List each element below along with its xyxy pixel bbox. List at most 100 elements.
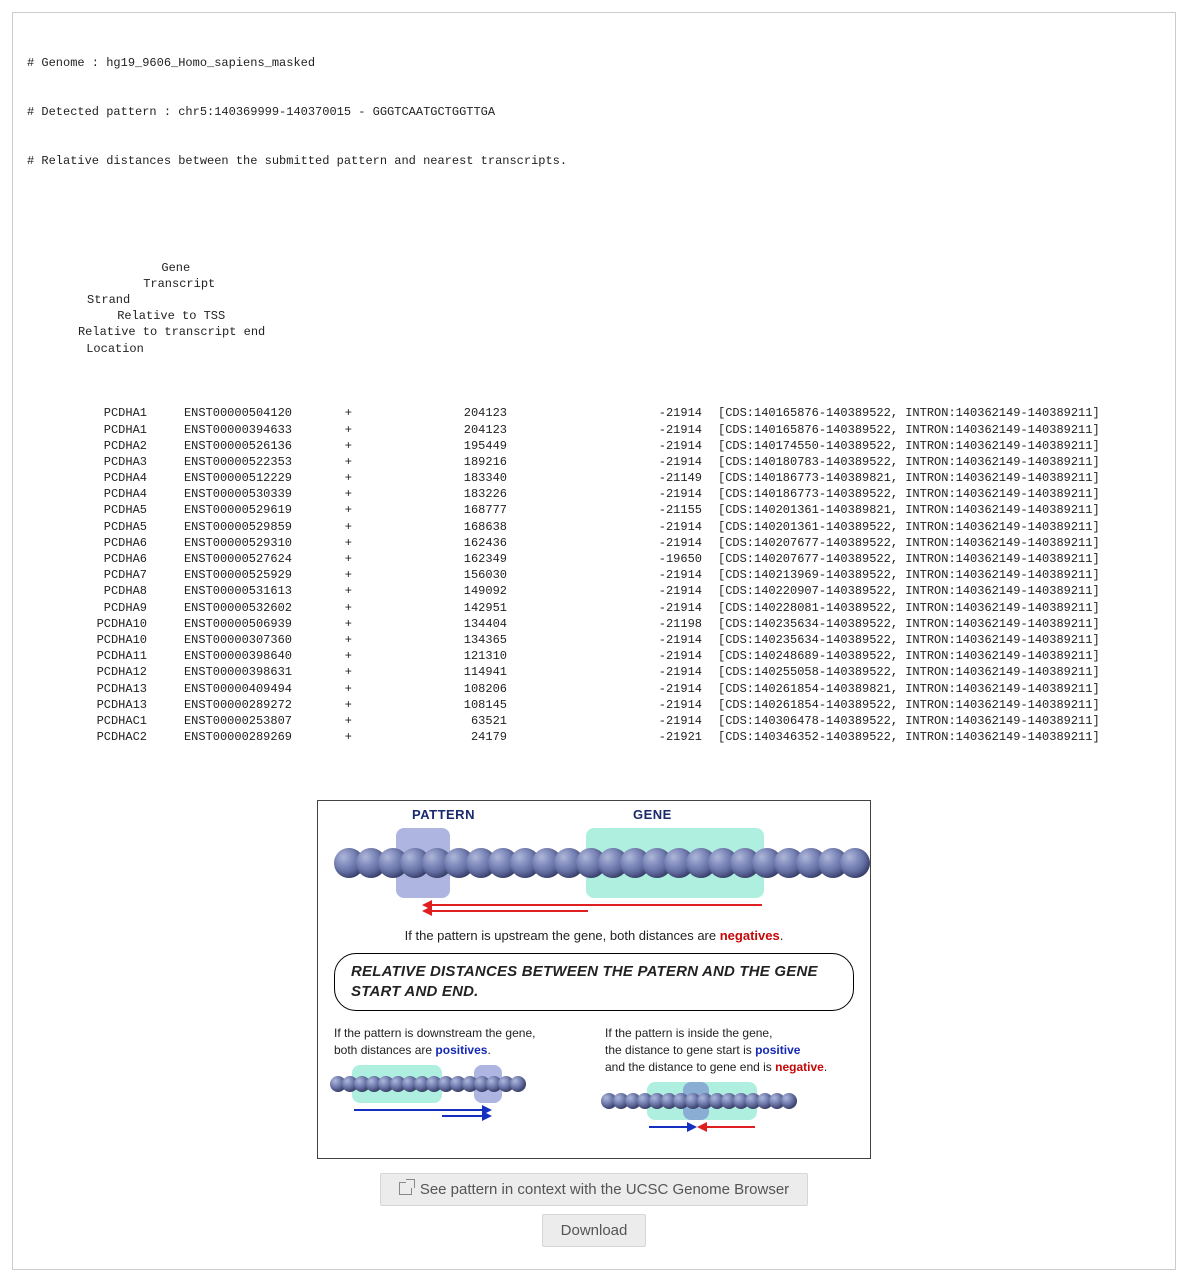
- cell-gene: PCDHA9: [27, 600, 147, 616]
- table-row: PCDHA13ENST00000409494+108206-21914[CDS:…: [27, 681, 1161, 697]
- two-col-section: If the pattern is downstream the gene, b…: [334, 1025, 854, 1143]
- cell-location: [CDS:140180783-140389522, INTRON:1403621…: [702, 454, 1100, 470]
- cell-strand: +: [292, 551, 352, 567]
- cell-transcript: ENST00000409494: [147, 681, 292, 697]
- cell-strand: +: [292, 664, 352, 680]
- table-row: PCDHAC1ENST00000253807+63521-21914[CDS:1…: [27, 713, 1161, 729]
- table-row: PCDHA4ENST00000512229+183340-21149[CDS:1…: [27, 470, 1161, 486]
- cell-tss: 142951: [352, 600, 507, 616]
- table-row: PCDHA9ENST00000532602+142951-21914[CDS:1…: [27, 600, 1161, 616]
- arrow-red-short: [430, 910, 588, 912]
- table-row: PCDHA13ENST00000289272+108145-21914[CDS:…: [27, 697, 1161, 713]
- cell-transcript: ENST00000504120: [147, 405, 292, 421]
- cell-tss: 195449: [352, 438, 507, 454]
- table-row: PCDHA10ENST00000307360+134365-21914[CDS:…: [27, 632, 1161, 648]
- pattern-line: # Detected pattern : chr5:140369999-1403…: [27, 104, 1161, 120]
- cell-end: -21914: [507, 519, 702, 535]
- arrow-blue-down-1: [354, 1109, 484, 1111]
- cell-strand: +: [292, 567, 352, 583]
- positive-word: positive: [755, 1043, 800, 1057]
- upstream-arrows: [334, 902, 854, 920]
- cell-gene: PCDHA1: [27, 405, 147, 421]
- cell-strand: +: [292, 681, 352, 697]
- col-tss: Relative to TSS: [70, 308, 225, 324]
- cell-strand: +: [292, 438, 352, 454]
- inside-block: If the pattern is inside the gene, the d…: [605, 1025, 854, 1143]
- cell-end: -21149: [507, 470, 702, 486]
- cell-transcript: ENST00000529859: [147, 519, 292, 535]
- cell-gene: PCDHA1: [27, 422, 147, 438]
- table-row: PCDHA5ENST00000529859+168638-21914[CDS:1…: [27, 519, 1161, 535]
- cell-gene: PCDHAC2: [27, 729, 147, 745]
- col-location: Location: [70, 341, 144, 357]
- cell-gene: PCDHA10: [27, 616, 147, 632]
- cell-transcript: ENST00000532602: [147, 600, 292, 616]
- cell-tss: 183226: [352, 486, 507, 502]
- pattern-label: PATTERN: [412, 807, 475, 822]
- table-row: PCDHA6ENST00000527624+162349-19650[CDS:1…: [27, 551, 1161, 567]
- gene-label: GENE: [633, 807, 672, 822]
- table-row: PCDHA12ENST00000398631+114941-21914[CDS:…: [27, 664, 1161, 680]
- chromatin-bead: [510, 1076, 526, 1092]
- cell-end: -21914: [507, 681, 702, 697]
- downstream-arrows: [334, 1105, 583, 1119]
- cell-tss: 156030: [352, 567, 507, 583]
- cell-transcript: ENST00000529619: [147, 502, 292, 518]
- cell-transcript: ENST00000398631: [147, 664, 292, 680]
- col-transcript: Transcript: [70, 276, 215, 292]
- chromatin-main: [334, 826, 854, 900]
- cell-location: [CDS:140248689-140389522, INTRON:1403621…: [702, 648, 1100, 664]
- cell-end: -21155: [507, 502, 702, 518]
- table-row: PCDHA4ENST00000530339+183226-21914[CDS:1…: [27, 486, 1161, 502]
- cell-end: -21914: [507, 422, 702, 438]
- cell-transcript: ENST00000530339: [147, 486, 292, 502]
- cell-transcript: ENST00000529310: [147, 535, 292, 551]
- cell-end: -21198: [507, 616, 702, 632]
- cell-tss: 183340: [352, 470, 507, 486]
- chromatin-inside: [605, 1082, 854, 1120]
- cell-location: [CDS:140165876-140389522, INTRON:1403621…: [702, 422, 1100, 438]
- cell-tss: 108206: [352, 681, 507, 697]
- cell-end: -21914: [507, 583, 702, 599]
- cell-gene: PCDHA2: [27, 438, 147, 454]
- cell-gene: PCDHA13: [27, 681, 147, 697]
- cell-end: -21914: [507, 405, 702, 421]
- negatives-word: negatives: [720, 928, 780, 943]
- cell-tss: 204123: [352, 422, 507, 438]
- cell-end: -21921: [507, 729, 702, 745]
- cell-strand: +: [292, 454, 352, 470]
- cell-location: [CDS:140255058-140389522, INTRON:1403621…: [702, 664, 1100, 680]
- cell-gene: PCDHA4: [27, 486, 147, 502]
- inside-arrows: [605, 1122, 854, 1136]
- col-end: Relative to transcript end: [70, 324, 265, 340]
- cell-location: [CDS:140261854-140389821, INTRON:1403621…: [702, 681, 1100, 697]
- cell-strand: +: [292, 405, 352, 421]
- ucsc-button[interactable]: See pattern in context with the UCSC Gen…: [380, 1173, 808, 1206]
- cell-end: -21914: [507, 632, 702, 648]
- cell-transcript: ENST00000289272: [147, 697, 292, 713]
- cell-gene: PCDHA6: [27, 535, 147, 551]
- cell-strand: +: [292, 519, 352, 535]
- cell-end: -21914: [507, 713, 702, 729]
- download-button[interactable]: Download: [542, 1214, 647, 1247]
- cell-location: [CDS:140207677-140389522, INTRON:1403621…: [702, 535, 1100, 551]
- cell-transcript: ENST00000394633: [147, 422, 292, 438]
- cell-tss: 162436: [352, 535, 507, 551]
- table-row: PCDHA5ENST00000529619+168777-21155[CDS:1…: [27, 502, 1161, 518]
- cell-gene: PCDHA13: [27, 697, 147, 713]
- cell-tss: 134404: [352, 616, 507, 632]
- cell-transcript: ENST00000253807: [147, 713, 292, 729]
- cell-strand: +: [292, 648, 352, 664]
- positives-word: positives: [435, 1043, 487, 1057]
- cell-transcript: ENST00000522353: [147, 454, 292, 470]
- cell-transcript: ENST00000531613: [147, 583, 292, 599]
- cell-strand: +: [292, 616, 352, 632]
- cell-strand: +: [292, 470, 352, 486]
- cell-gene: PCDHA4: [27, 470, 147, 486]
- cell-tss: 63521: [352, 713, 507, 729]
- results-table: Gene Transcript Strand Relative to TSS R…: [27, 211, 1161, 778]
- cell-strand: +: [292, 502, 352, 518]
- cell-strand: +: [292, 486, 352, 502]
- cell-location: [CDS:140174550-140389522, INTRON:1403621…: [702, 438, 1100, 454]
- cell-strand: +: [292, 713, 352, 729]
